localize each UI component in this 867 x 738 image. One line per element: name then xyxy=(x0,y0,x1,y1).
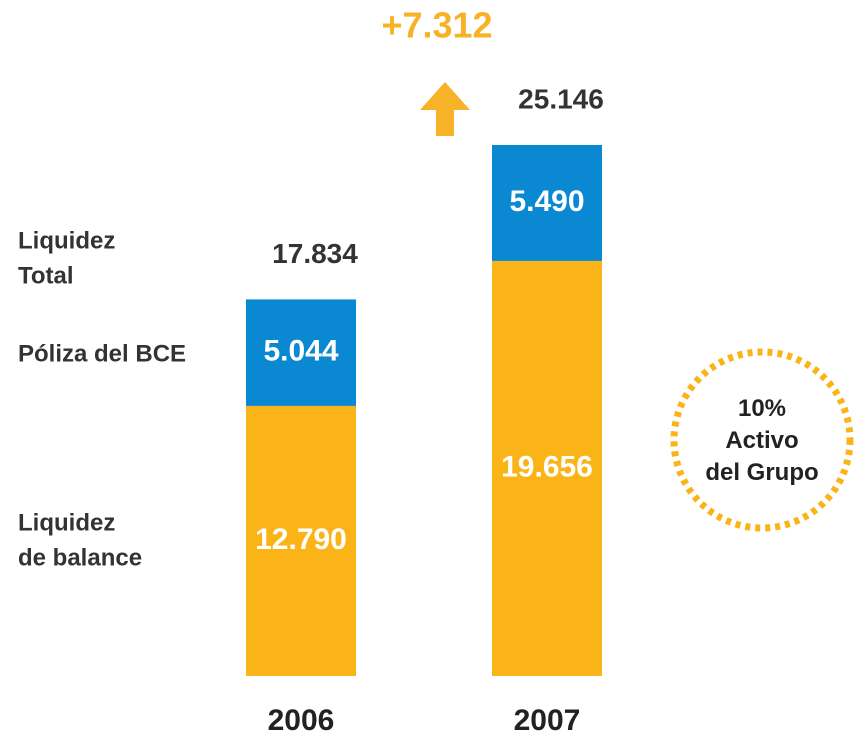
year-label: 2006 xyxy=(268,704,335,737)
bar-segment xyxy=(246,299,356,406)
series-label: Póliza del BCE xyxy=(18,340,186,367)
increase-arrow xyxy=(420,82,470,136)
increase-label: +7.312 xyxy=(381,5,492,46)
value-label: 19.656 xyxy=(501,450,593,483)
note: 10% Activo del Grupo xyxy=(705,395,818,486)
note-circle xyxy=(670,348,854,532)
bar-segment xyxy=(492,145,602,261)
value-label: 12.790 xyxy=(255,523,347,556)
series-label: Liquidez de balance xyxy=(18,510,142,572)
bar-segment xyxy=(492,260,602,676)
year-label: 2007 xyxy=(514,704,581,737)
total-label: 17.834 xyxy=(272,238,358,269)
bar-segment xyxy=(246,405,356,676)
total-label: 25.146 xyxy=(518,83,604,114)
value-label: 5.044 xyxy=(263,335,338,368)
value-label: 5.490 xyxy=(509,185,584,218)
series-label: Liquidez Total xyxy=(18,228,115,290)
